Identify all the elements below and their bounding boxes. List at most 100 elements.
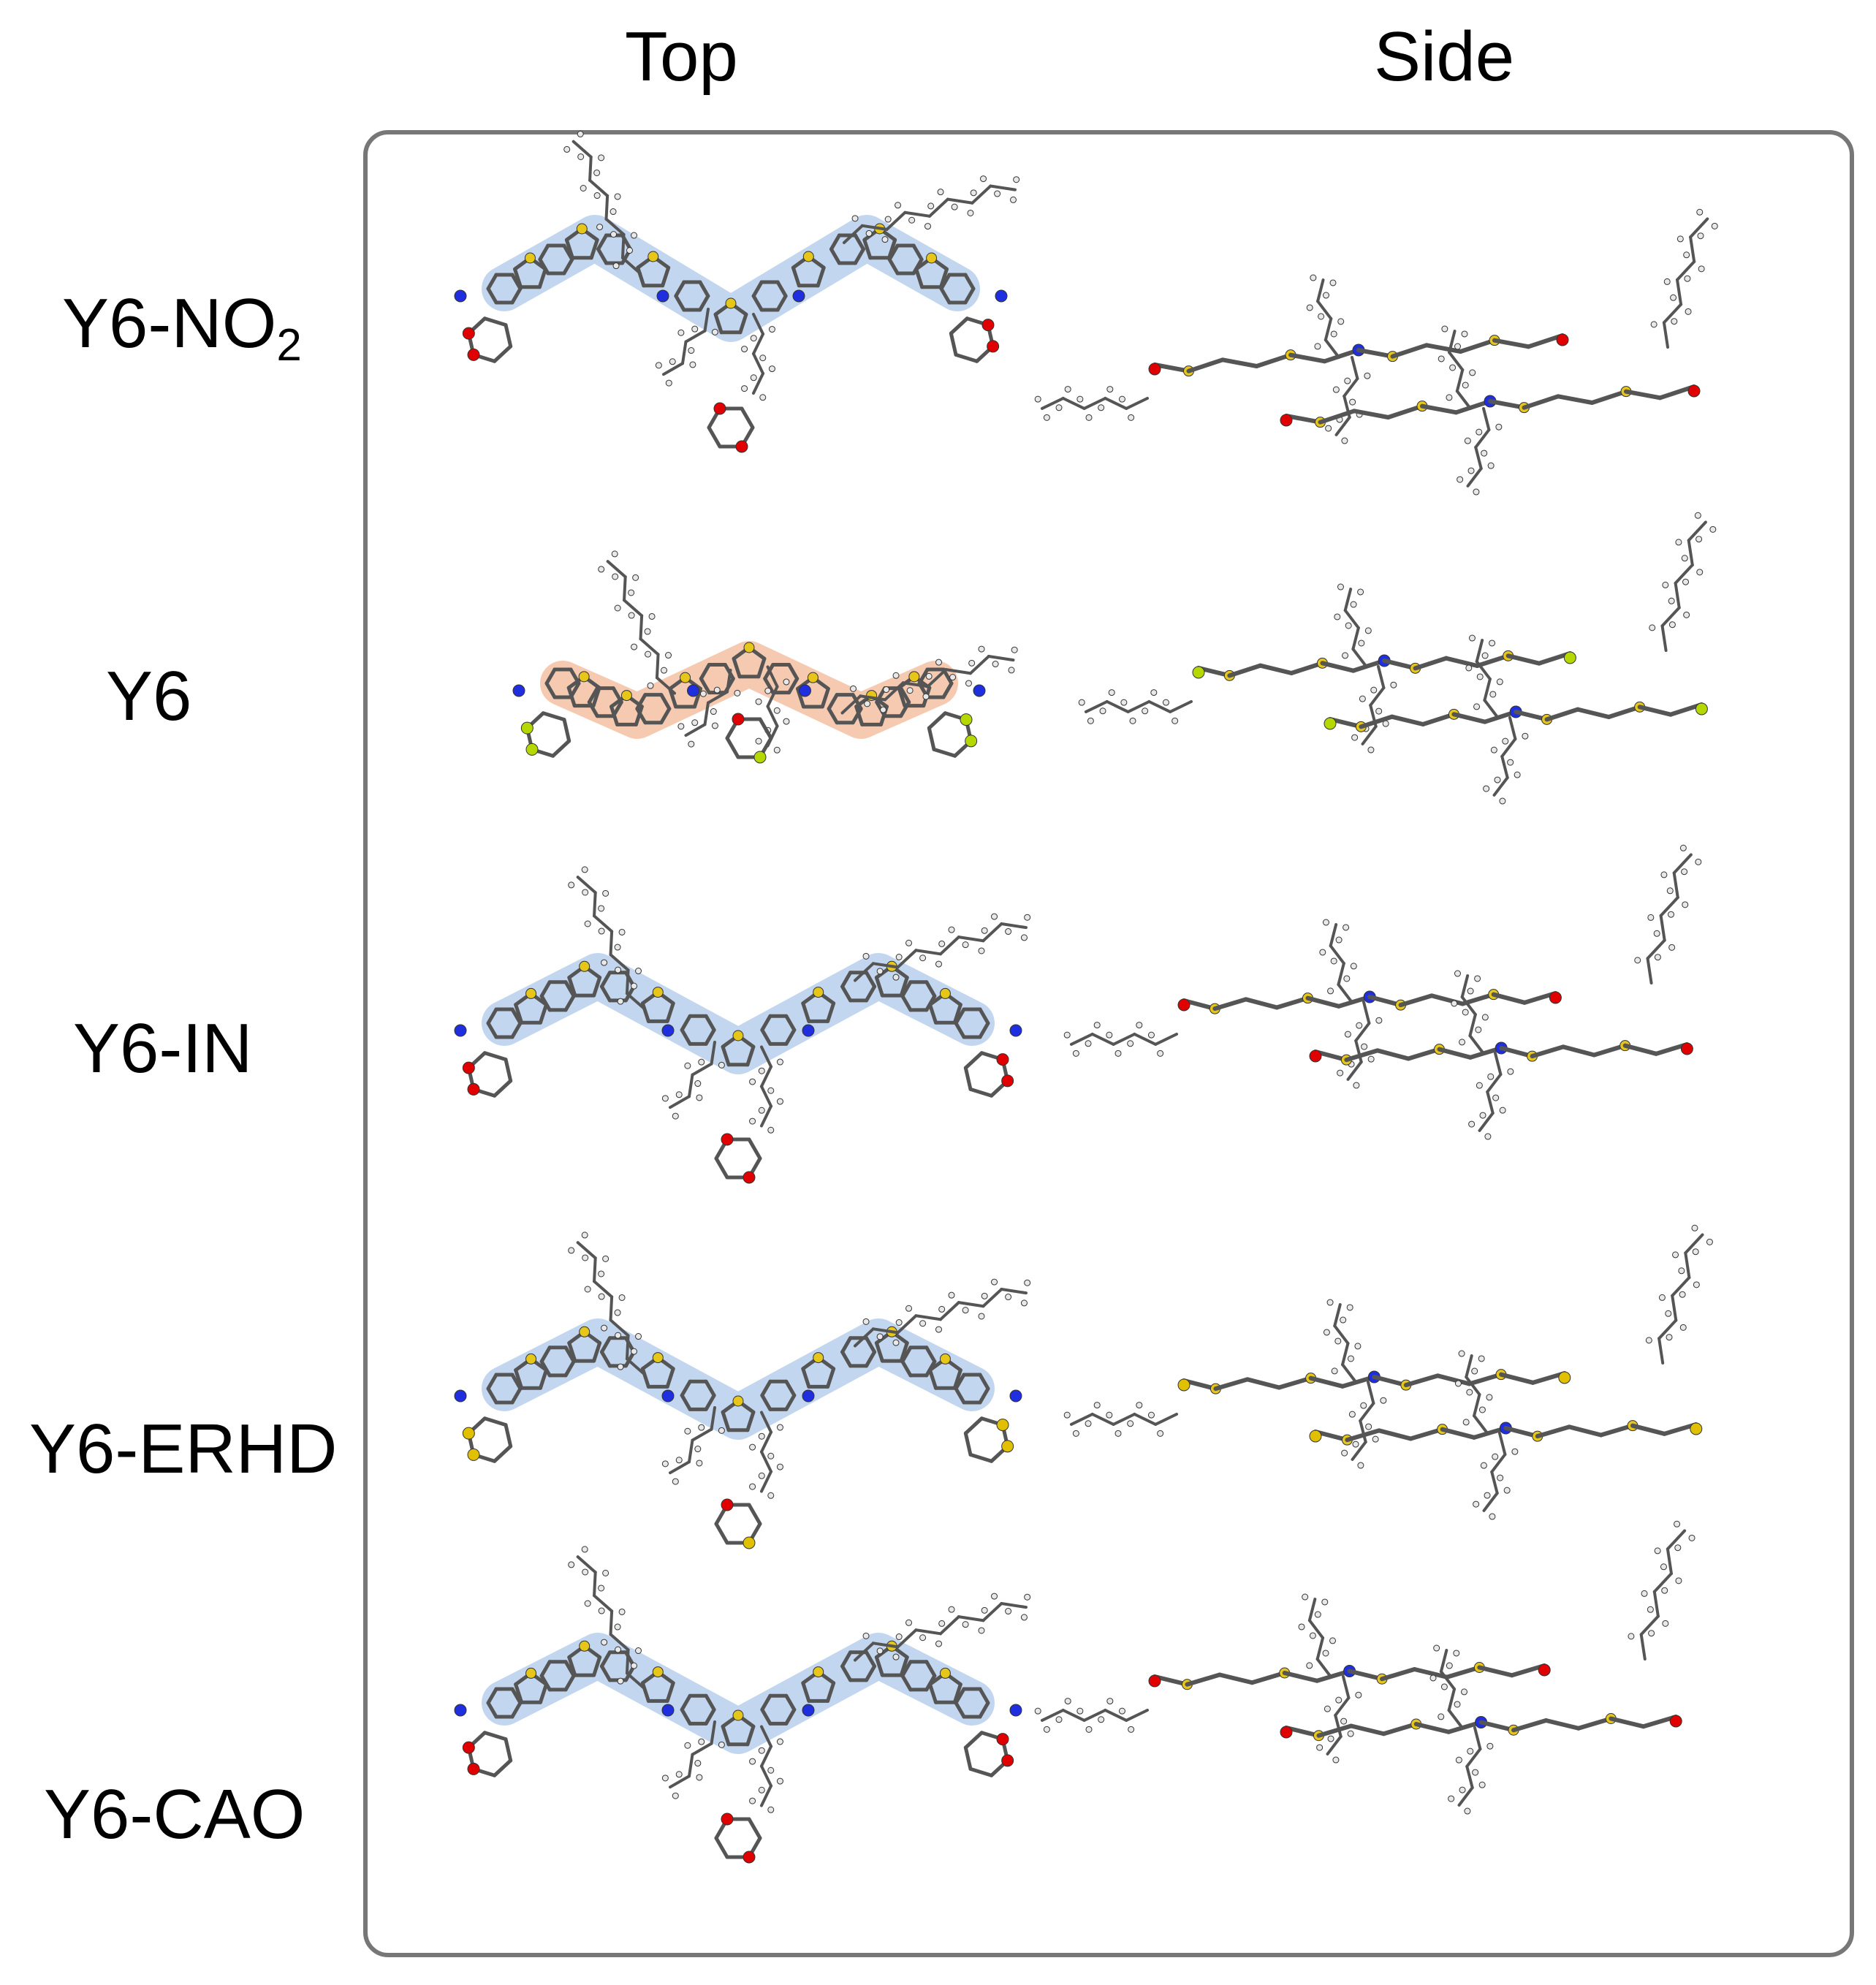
atom (1429, 1674, 1437, 1682)
bond (874, 975, 884, 998)
row-label-y6-cao: Y6-CAO (44, 1775, 305, 1853)
bond (699, 663, 711, 681)
atom (645, 650, 652, 658)
atom (1479, 1112, 1486, 1119)
bond (1307, 1598, 1317, 1622)
bond (704, 1707, 716, 1726)
atom (648, 251, 659, 262)
bond (635, 693, 648, 711)
atom (924, 223, 931, 230)
atom (691, 719, 699, 726)
atom (696, 1774, 703, 1781)
atom (648, 612, 656, 620)
atom (1685, 308, 1692, 315)
atom (1660, 871, 1668, 878)
atom (970, 189, 977, 197)
bond (1671, 1276, 1691, 1297)
atom (1348, 1411, 1356, 1418)
atom (743, 1851, 756, 1864)
atom (802, 251, 814, 262)
atom (1009, 1024, 1022, 1037)
bond (1473, 1393, 1481, 1418)
bond (987, 655, 1015, 662)
atom (1129, 717, 1136, 724)
bond (1439, 1649, 1448, 1674)
bond (539, 994, 552, 1012)
bond (981, 1288, 1003, 1308)
bond (1125, 1709, 1149, 1722)
atom (1148, 1674, 1161, 1688)
atom (1162, 699, 1169, 706)
atom (710, 708, 717, 716)
atom (1127, 1040, 1134, 1047)
atom (884, 216, 892, 223)
atom (1043, 414, 1050, 421)
bond (963, 286, 976, 305)
bond (1227, 663, 1263, 678)
atom (1087, 717, 1094, 724)
bond (745, 1410, 756, 1432)
atom (981, 1606, 988, 1614)
backbone-highlight (482, 215, 980, 342)
atom (1538, 1663, 1551, 1677)
atom (1375, 707, 1383, 715)
atom (732, 1395, 744, 1407)
atom (656, 289, 669, 303)
atom (1459, 1786, 1466, 1794)
atom (602, 1255, 609, 1262)
bond (1126, 700, 1151, 713)
bond (732, 656, 742, 679)
atom (1433, 1644, 1440, 1652)
bond (609, 1318, 630, 1337)
bond (1639, 1614, 1660, 1636)
atom (467, 1762, 480, 1775)
bond (752, 352, 765, 376)
bond (784, 1693, 797, 1712)
bond (563, 1359, 576, 1378)
atom (892, 672, 900, 679)
bond (1337, 983, 1353, 1003)
atom (802, 1389, 815, 1403)
atom (895, 1633, 903, 1641)
bond (567, 1655, 577, 1677)
atom (694, 1080, 702, 1088)
atom (1681, 868, 1688, 876)
bond (486, 1701, 498, 1719)
bond (609, 1295, 614, 1322)
atom (1337, 1069, 1344, 1077)
bond (639, 637, 660, 656)
bond (704, 1028, 716, 1046)
bond (1413, 1722, 1451, 1734)
bond (738, 312, 748, 335)
atom (467, 348, 480, 361)
atom (1674, 1520, 1681, 1527)
atom (579, 1326, 590, 1337)
atom (1674, 1544, 1682, 1552)
atom (996, 1053, 1009, 1066)
atom (1142, 707, 1149, 715)
bond (927, 197, 949, 218)
bond (563, 994, 576, 1012)
atom (1306, 1662, 1313, 1669)
atom (601, 959, 608, 966)
bond (758, 717, 773, 740)
bond (576, 876, 597, 895)
bond (510, 1701, 523, 1719)
atom (1005, 1608, 1012, 1615)
atom (1634, 957, 1641, 964)
atom (1654, 954, 1661, 961)
atom (1668, 621, 1676, 629)
atom (579, 1640, 590, 1652)
bond (747, 1137, 762, 1161)
bond (1689, 217, 1709, 239)
atom (1118, 1707, 1125, 1715)
bond (609, 1609, 614, 1636)
atom (512, 684, 525, 697)
bond (900, 1660, 913, 1678)
atom (1464, 437, 1471, 444)
atom (631, 1348, 638, 1355)
bond (1343, 609, 1360, 630)
bond (791, 265, 801, 288)
atom (1361, 1043, 1368, 1050)
bond (564, 238, 574, 260)
